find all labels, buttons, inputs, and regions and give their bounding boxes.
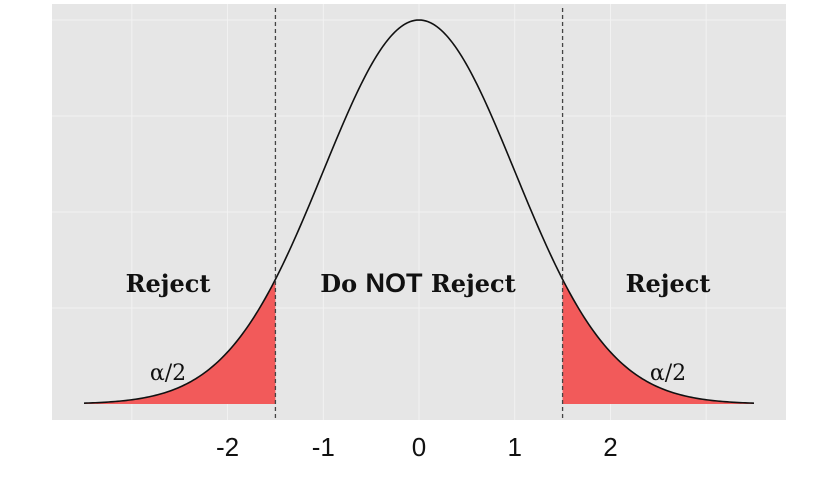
x-tick-label: -1 [312, 432, 335, 462]
density-curve [83, 19, 755, 404]
x-tick-label: 1 [507, 432, 521, 462]
x-axis-ticks: -2 -1 0 1 2 [216, 432, 618, 462]
left-rejection-area [84, 279, 276, 404]
x-tick-label: 2 [603, 432, 617, 462]
x-tick-label: -2 [216, 432, 239, 462]
left-alpha-label: α/2 [150, 361, 186, 386]
right-alpha-label: α/2 [650, 361, 686, 386]
do-not-reject-label: Do NOT Reject [320, 268, 515, 298]
right-rejection-area [562, 279, 754, 404]
x-tick-label: 0 [412, 432, 426, 462]
left-reject-label: Reject [126, 269, 211, 298]
right-reject-label: Reject [626, 269, 711, 298]
